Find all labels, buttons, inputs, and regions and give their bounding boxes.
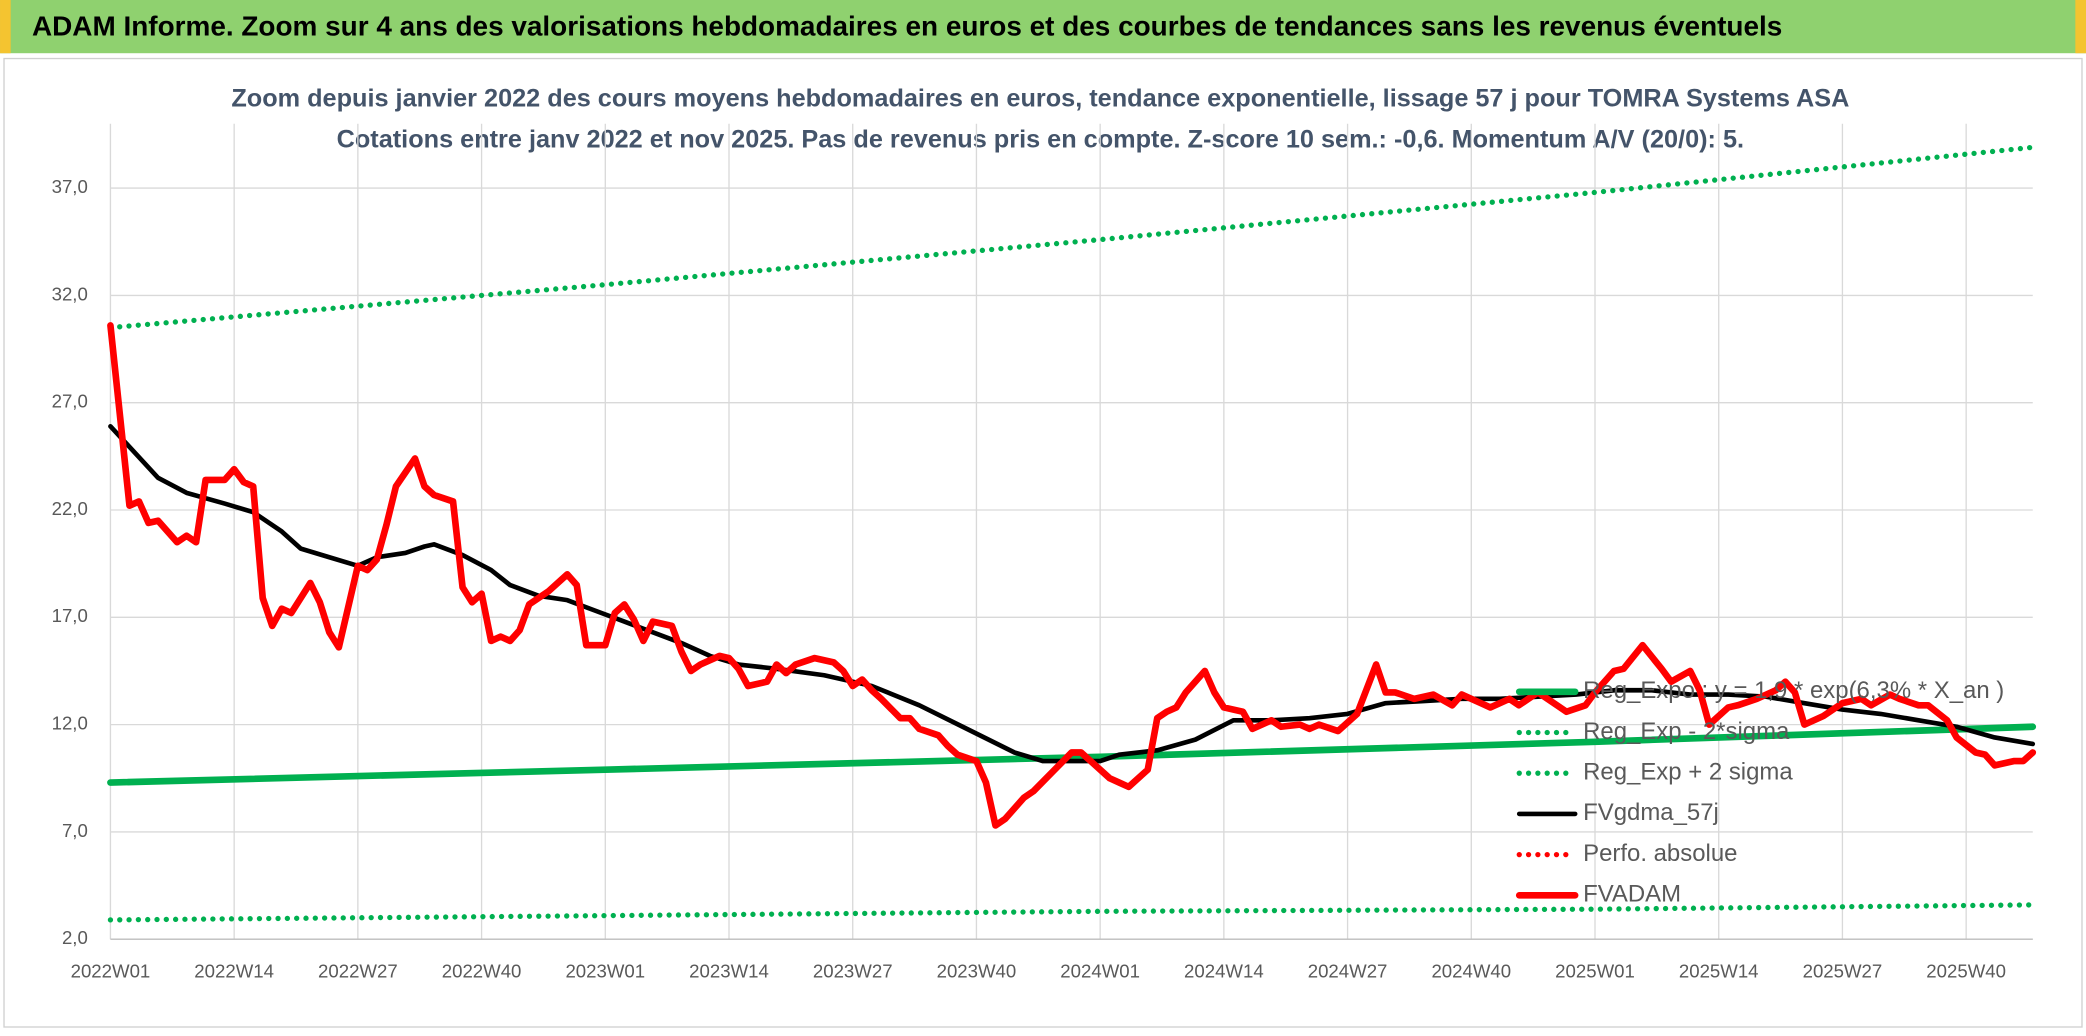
x-tick-label: 2023W01	[565, 960, 645, 981]
x-tick-label: 2022W40	[442, 960, 522, 981]
series-line	[107, 902, 2036, 923]
x-tick-label: 2022W14	[194, 960, 274, 981]
legend-label: Reg_Expo : y = 1,9 * exp(6,3% * X_an )	[1583, 677, 2004, 704]
chart-frame	[3, 57, 2083, 1028]
y-tick-label: 27,0	[52, 391, 88, 412]
x-tick-label: 2024W40	[1431, 960, 1511, 981]
header-bar	[0, 0, 2086, 54]
x-tick-label: 2025W01	[1555, 960, 1635, 981]
x-tick-label: 2024W14	[1184, 960, 1264, 981]
series-line	[107, 322, 2037, 829]
legend-label: Reg_Exp - 2*sigma	[1583, 718, 1790, 745]
x-tick-label: 2025W40	[1926, 960, 2006, 981]
chart-subtitle: Zoom depuis janvier 2022 des cours moyen…	[231, 84, 1849, 112]
y-tick-label: 7,0	[62, 820, 88, 841]
legend: Reg_Expo : y = 1,9 * exp(6,3% * X_an ) Re…	[1515, 677, 2004, 908]
legend-label: FVADAM	[1583, 881, 1681, 908]
legend-label: Perfo. absolue	[1583, 840, 1737, 867]
x-tick-label: 2023W14	[689, 960, 769, 981]
series-line	[107, 723, 2037, 786]
y-tick-label: 32,0	[52, 283, 88, 304]
legend-label: Reg_Exp + 2 sigma	[1583, 759, 1793, 786]
x-tick-label: 2022W27	[318, 960, 398, 981]
y-tick-label: 17,0	[52, 605, 88, 626]
series-line	[107, 144, 2036, 331]
x-tick-label: 2023W27	[813, 960, 893, 981]
header-accent	[0, 0, 11, 54]
y-tick-label: 2,0	[62, 927, 88, 948]
header-accent	[2075, 0, 2086, 54]
chart-subtitle: Cotations entre janv 2022 et nov 2025. P…	[337, 126, 1744, 154]
y-tick-label: 22,0	[52, 498, 88, 519]
plot-area	[107, 144, 2037, 923]
x-tick-label: 2024W27	[1308, 960, 1388, 981]
page-title: ADAM Informe. Zoom sur 4 ans des valoris…	[32, 10, 1782, 41]
x-tick-label: 2022W01	[71, 960, 151, 981]
series-line	[108, 423, 2036, 764]
x-tick-label: 2025W14	[1679, 960, 1759, 981]
legend-label: FVgdma_57j	[1583, 799, 1719, 826]
y-tick-label: 37,0	[52, 176, 88, 197]
x-tick-label: 2024W01	[1060, 960, 1140, 981]
x-tick-label: 2025W27	[1803, 960, 1883, 981]
y-tick-label: 12,0	[52, 713, 88, 734]
x-tick-label: 2023W40	[937, 960, 1017, 981]
grid: 2,0 7,0 12,0 17,0 22,0 27,0 32,0 37,0 2022W01 202…	[52, 123, 2033, 981]
